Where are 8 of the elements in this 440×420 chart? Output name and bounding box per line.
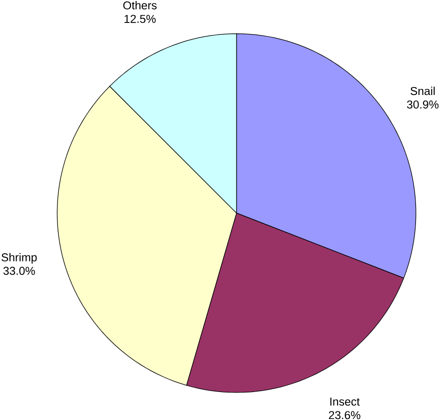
data-label: 12.5% (124, 14, 156, 23)
data-label: 23.6% (328, 410, 360, 420)
slice-label: Others (123, 0, 157, 10)
data-label: 30.9% (406, 100, 439, 108)
data-label: 33.0% (3, 266, 35, 275)
slice-label: Shrimp (2, 252, 37, 264)
slice-label: Snail (410, 86, 435, 95)
slice-label: Insect (330, 398, 360, 406)
